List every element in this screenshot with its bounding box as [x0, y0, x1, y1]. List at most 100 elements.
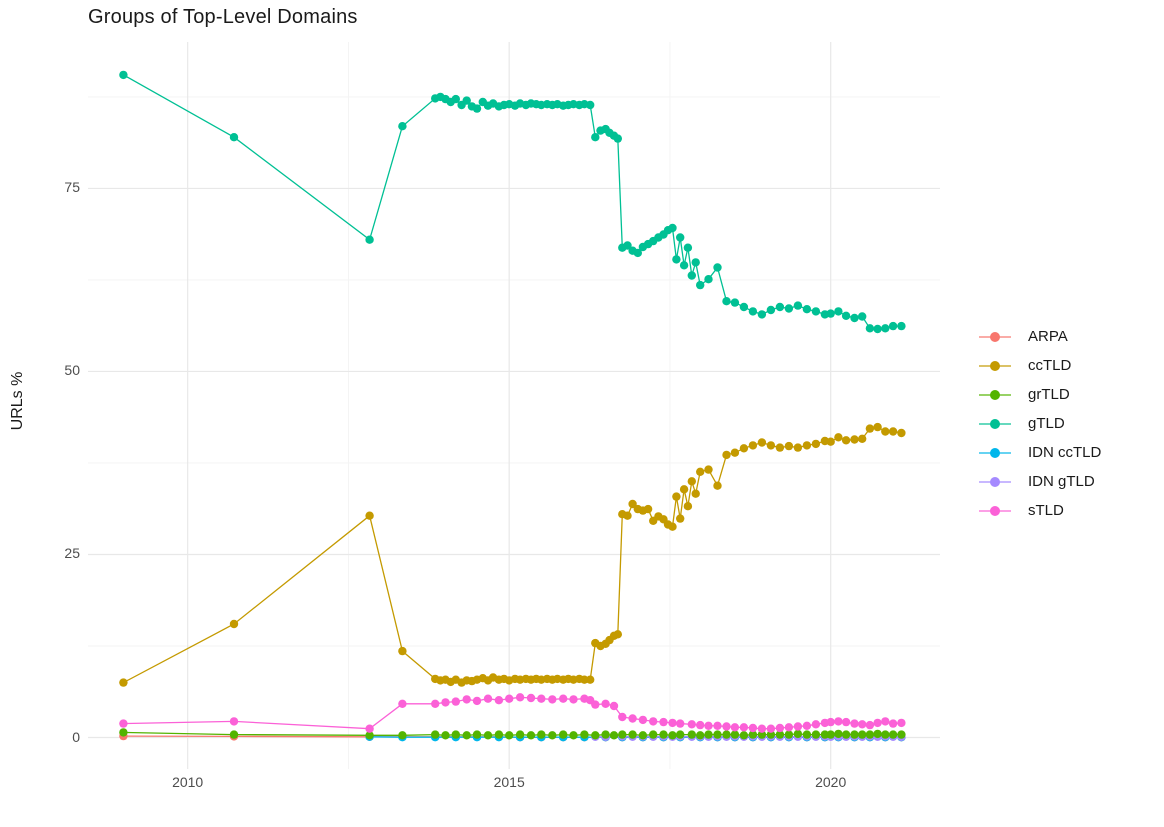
data-point	[766, 730, 776, 739]
data-point	[704, 465, 713, 474]
data-point	[793, 722, 803, 731]
series-gTLD	[119, 70, 906, 334]
data-point	[365, 724, 374, 733]
data-point	[609, 701, 619, 711]
legend-item-ARPA: ARPA	[978, 322, 1101, 351]
data-point	[431, 730, 440, 739]
data-point	[483, 694, 493, 703]
data-point	[730, 730, 740, 739]
data-point	[865, 730, 875, 739]
data-point	[757, 730, 767, 739]
data-point	[451, 697, 460, 706]
legend-label: gTLD	[1028, 415, 1065, 432]
data-point	[775, 443, 785, 452]
data-point	[713, 730, 722, 739]
legend-key-icon	[979, 360, 1011, 371]
y-tick-label: 0	[72, 728, 80, 745]
data-point	[897, 321, 906, 331]
data-point	[850, 719, 859, 728]
data-point	[834, 729, 843, 739]
data-point	[679, 261, 689, 270]
data-point	[881, 324, 890, 333]
data-point	[888, 427, 898, 436]
data-point	[609, 731, 619, 740]
data-point	[494, 696, 504, 705]
data-point	[633, 248, 642, 258]
legend-label: ARPA	[1028, 328, 1068, 345]
data-point	[591, 731, 600, 740]
data-point	[119, 678, 128, 687]
data-point	[365, 511, 374, 520]
data-point	[649, 717, 658, 726]
data-point	[713, 721, 722, 730]
series-sTLD	[119, 693, 906, 733]
data-point	[365, 731, 374, 740]
legend-item-grTLD: grTLD	[978, 380, 1101, 409]
data-point	[826, 730, 835, 739]
data-point	[691, 258, 700, 267]
data-point	[659, 730, 668, 739]
data-point	[739, 731, 749, 740]
data-point	[441, 731, 450, 740]
data-point	[897, 428, 906, 438]
data-point	[691, 489, 700, 498]
x-tick-label: 2010	[172, 774, 204, 790]
legend-key-icon	[979, 418, 1011, 429]
data-point	[834, 307, 843, 316]
data-point	[722, 297, 731, 306]
data-point	[687, 477, 696, 486]
legend: ARPA ccTLD grTLD gTLD IDN ccTLD IDN gTLD sTLD	[978, 322, 1101, 525]
data-point	[451, 730, 460, 739]
y-axis-title: URLs %	[9, 371, 26, 431]
data-point	[766, 305, 776, 315]
data-point	[580, 675, 589, 684]
data-point	[873, 422, 882, 432]
data-point	[643, 504, 653, 514]
data-point	[739, 302, 749, 312]
data-point	[713, 263, 722, 272]
data-point	[881, 730, 890, 739]
data-point	[865, 424, 875, 433]
data-point	[793, 443, 803, 452]
data-point	[757, 724, 767, 733]
legend-key-dot	[990, 331, 1000, 342]
data-point	[858, 434, 867, 443]
data-point	[628, 730, 637, 739]
data-point	[672, 492, 681, 501]
data-point	[618, 712, 627, 722]
data-point	[229, 717, 239, 726]
data-point	[365, 235, 374, 244]
data-point	[494, 730, 504, 739]
data-point	[811, 730, 821, 739]
data-point	[505, 694, 514, 703]
data-point	[784, 723, 794, 732]
data-point	[676, 730, 685, 739]
data-point	[730, 448, 740, 457]
data-point	[462, 96, 471, 105]
data-point	[888, 321, 898, 331]
data-point	[668, 223, 677, 233]
data-point	[766, 724, 776, 733]
data-point	[841, 730, 851, 739]
y-tick-label: 50	[64, 362, 80, 379]
data-point	[766, 441, 776, 450]
data-point	[802, 441, 812, 450]
data-point	[775, 302, 785, 312]
data-point	[431, 699, 440, 708]
legend-key-icon	[979, 389, 1011, 400]
data-point	[398, 699, 407, 708]
data-point	[757, 438, 767, 447]
data-point	[811, 720, 821, 729]
data-point	[515, 730, 525, 739]
data-point	[858, 312, 867, 321]
legend-label: ccTLD	[1028, 357, 1072, 374]
data-point	[881, 717, 890, 726]
data-point	[591, 700, 600, 709]
data-point	[398, 122, 407, 131]
data-point	[613, 630, 622, 639]
data-point	[873, 324, 882, 334]
data-point	[739, 723, 749, 732]
legend-key-icon	[979, 505, 1011, 516]
x-tick-label: 2015	[493, 774, 525, 790]
data-point	[687, 730, 696, 739]
